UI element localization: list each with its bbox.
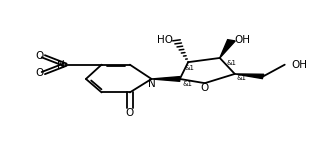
Text: OH: OH: [235, 35, 251, 45]
Text: &1: &1: [182, 81, 192, 88]
Text: N: N: [148, 79, 156, 89]
Text: &1: &1: [226, 60, 236, 66]
Text: N: N: [57, 60, 65, 70]
Text: O: O: [35, 51, 43, 61]
Text: &1: &1: [236, 75, 246, 81]
Polygon shape: [235, 74, 264, 79]
Text: OH: OH: [291, 60, 307, 70]
Polygon shape: [152, 77, 180, 81]
Text: O: O: [35, 68, 43, 78]
Text: O: O: [126, 108, 134, 118]
Text: &1: &1: [185, 65, 195, 71]
Polygon shape: [220, 40, 235, 58]
Text: O: O: [201, 83, 209, 93]
Text: HO: HO: [157, 35, 173, 45]
